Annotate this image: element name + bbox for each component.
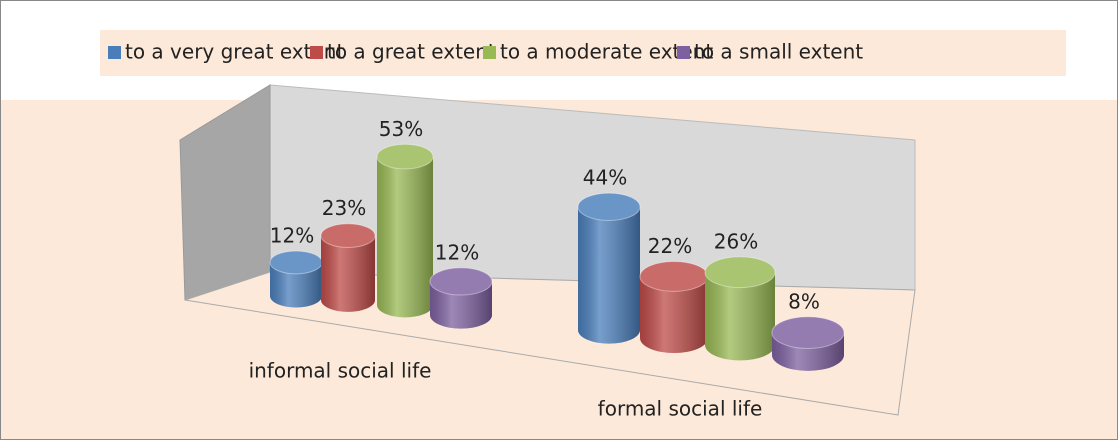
legend-box (100, 30, 1066, 76)
bar-shade (640, 276, 708, 353)
cylinder (577, 192, 641, 344)
bar-top (577, 192, 641, 221)
legend-label: to a very great extent (125, 40, 344, 64)
legend-swatch (310, 46, 323, 59)
value-label: 26% (714, 229, 758, 253)
bar-shade (705, 272, 775, 361)
legend-swatch (483, 46, 496, 59)
bar-top-highlight (377, 144, 433, 169)
bar-top (376, 143, 434, 170)
bar-shade (321, 235, 375, 312)
bar-top-highlight (430, 267, 492, 296)
cylinder (429, 267, 493, 329)
bar-top-highlight (321, 223, 375, 248)
legend-swatch (108, 46, 121, 59)
cylinder (704, 256, 776, 361)
bar-top (429, 267, 493, 296)
cylinder (376, 143, 434, 318)
bar-shade (578, 206, 640, 344)
bar-top (771, 316, 845, 349)
bar-top-highlight (772, 316, 844, 349)
cylinder (269, 250, 323, 308)
bar-top-highlight (270, 250, 322, 274)
legend-swatch (677, 46, 690, 59)
bar-top (320, 223, 376, 248)
value-label: 22% (648, 234, 692, 258)
category-label: formal social life (598, 397, 763, 421)
bar-top-highlight (578, 193, 640, 221)
value-label: 12% (270, 223, 314, 247)
value-label: 8% (788, 289, 820, 313)
bar-top (704, 256, 776, 289)
bar-shade (377, 156, 434, 318)
value-label: 12% (435, 240, 479, 264)
bar-top-highlight (705, 256, 775, 288)
cylinder (639, 260, 709, 353)
legend-label: to a great extent (327, 40, 496, 64)
value-label: 23% (322, 196, 366, 220)
value-label: 53% (379, 117, 423, 141)
category-label: informal social life (249, 359, 432, 383)
legend-label: to a small extent (694, 40, 863, 64)
value-label: 44% (583, 166, 627, 190)
cylinder (320, 223, 376, 312)
bar-top-highlight (640, 261, 708, 292)
cylinder (771, 316, 845, 371)
bar-shade (270, 262, 322, 308)
